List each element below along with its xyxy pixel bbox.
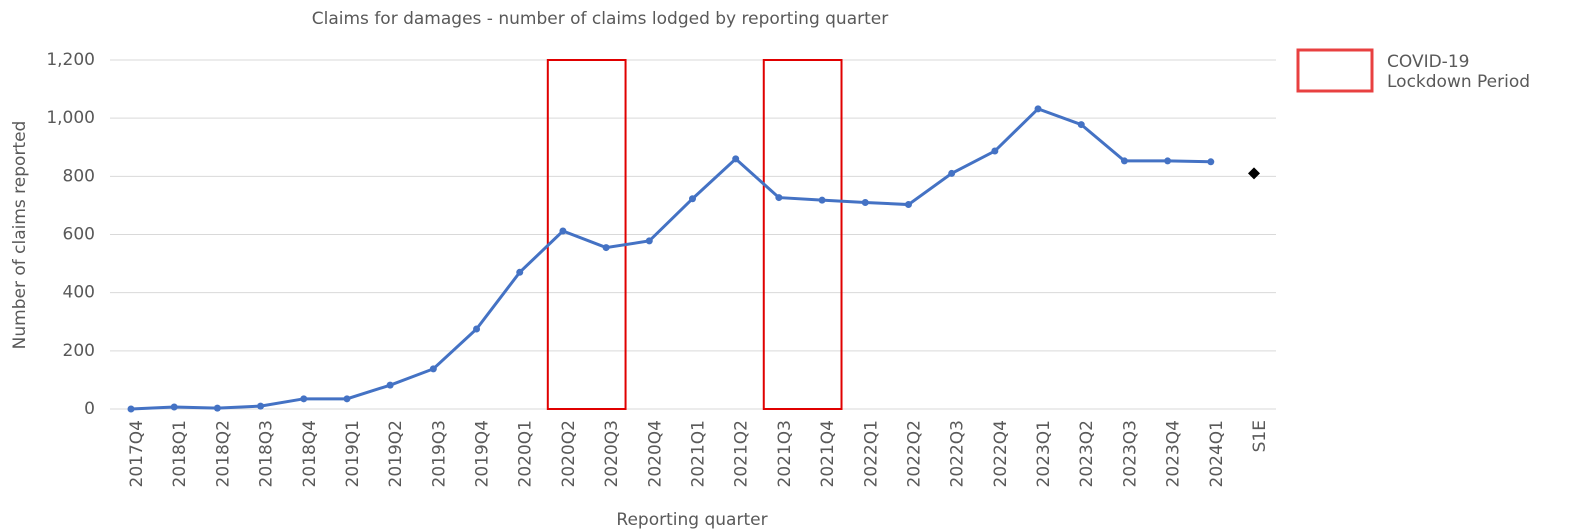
x-tick-label: 2023Q3 bbox=[1120, 420, 1140, 487]
x-axis-label: Reporting quarter bbox=[616, 510, 767, 530]
data-point bbox=[170, 403, 178, 411]
legend-label: COVID-19 bbox=[1387, 52, 1469, 72]
data-point bbox=[429, 365, 437, 373]
y-axis-label: Number of claims reported bbox=[10, 121, 30, 350]
data-point bbox=[775, 194, 783, 202]
x-tick-label: 2024Q1 bbox=[1207, 420, 1227, 487]
legend-label: Lockdown Period bbox=[1387, 72, 1530, 92]
x-tick-label: 2020Q2 bbox=[559, 420, 579, 487]
data-point bbox=[818, 196, 826, 204]
legend-swatch bbox=[1296, 48, 1374, 93]
data-point bbox=[516, 268, 524, 276]
data-point bbox=[1077, 121, 1085, 129]
x-tick-label: 2022Q3 bbox=[948, 420, 968, 487]
data-point bbox=[732, 155, 740, 163]
x-tick-label: 2019Q2 bbox=[386, 420, 406, 487]
x-tick-label: 2023Q1 bbox=[1034, 420, 1054, 487]
y-tick-label: 400 bbox=[63, 283, 95, 303]
y-tick-label: 1,000 bbox=[46, 108, 95, 128]
x-tick-label: 2020Q4 bbox=[645, 420, 665, 487]
lockdown-box bbox=[762, 59, 843, 410]
data-point bbox=[213, 404, 221, 412]
data-point bbox=[1034, 105, 1042, 113]
data-point bbox=[1164, 157, 1172, 165]
x-tick-label: 2019Q3 bbox=[429, 420, 449, 487]
data-point bbox=[559, 227, 567, 235]
x-tick-label: 2019Q1 bbox=[343, 420, 363, 487]
chart-title: Claims for damages - number of claims lo… bbox=[312, 9, 888, 29]
x-tick-label: 2020Q1 bbox=[516, 420, 536, 487]
x-tick-label: 2019Q4 bbox=[473, 420, 493, 487]
data-point bbox=[343, 395, 351, 403]
data-point bbox=[257, 402, 265, 410]
data-point bbox=[127, 405, 135, 413]
x-tick-label: 2023Q4 bbox=[1164, 420, 1184, 487]
y-tick-label: 1,200 bbox=[46, 50, 95, 70]
data-point bbox=[948, 169, 956, 177]
x-tick-label: 2018Q1 bbox=[170, 420, 190, 487]
x-tick-label: 2020Q3 bbox=[602, 420, 622, 487]
data-point bbox=[386, 381, 394, 389]
x-tick-label: 2021Q2 bbox=[732, 420, 752, 487]
x-tick-label: 2021Q1 bbox=[689, 420, 709, 487]
lockdown-box bbox=[546, 59, 627, 410]
x-tick-label: 2018Q3 bbox=[257, 420, 277, 487]
data-point bbox=[1120, 157, 1128, 165]
x-tick-label: 2021Q4 bbox=[818, 420, 838, 487]
data-point bbox=[904, 201, 912, 209]
y-tick-label: 600 bbox=[63, 225, 95, 245]
x-tick-label: 2022Q1 bbox=[861, 420, 881, 487]
data-point bbox=[473, 325, 481, 333]
x-tick-label: 2023Q2 bbox=[1077, 420, 1097, 487]
y-tick-label: 800 bbox=[63, 166, 95, 186]
y-tick-label: 200 bbox=[63, 341, 95, 361]
estimate-marker bbox=[1248, 167, 1260, 180]
y-tick-label: 0 bbox=[84, 399, 95, 419]
data-point bbox=[991, 147, 999, 155]
x-tick-label: 2021Q3 bbox=[775, 420, 795, 487]
x-tick-label: S1E bbox=[1250, 420, 1270, 452]
x-tick-label: 2017Q4 bbox=[127, 420, 147, 487]
x-tick-label: 2018Q4 bbox=[300, 420, 320, 487]
x-tick-label: 2022Q2 bbox=[904, 420, 924, 487]
data-point bbox=[861, 199, 869, 207]
data-point bbox=[689, 195, 696, 203]
data-point bbox=[602, 244, 610, 252]
line-series bbox=[130, 107, 1211, 411]
data-point bbox=[645, 237, 653, 245]
x-tick-label: 2022Q4 bbox=[991, 420, 1011, 487]
data-point bbox=[1207, 158, 1215, 166]
data-point bbox=[300, 395, 308, 403]
x-tick-label: 2018Q2 bbox=[213, 420, 233, 487]
